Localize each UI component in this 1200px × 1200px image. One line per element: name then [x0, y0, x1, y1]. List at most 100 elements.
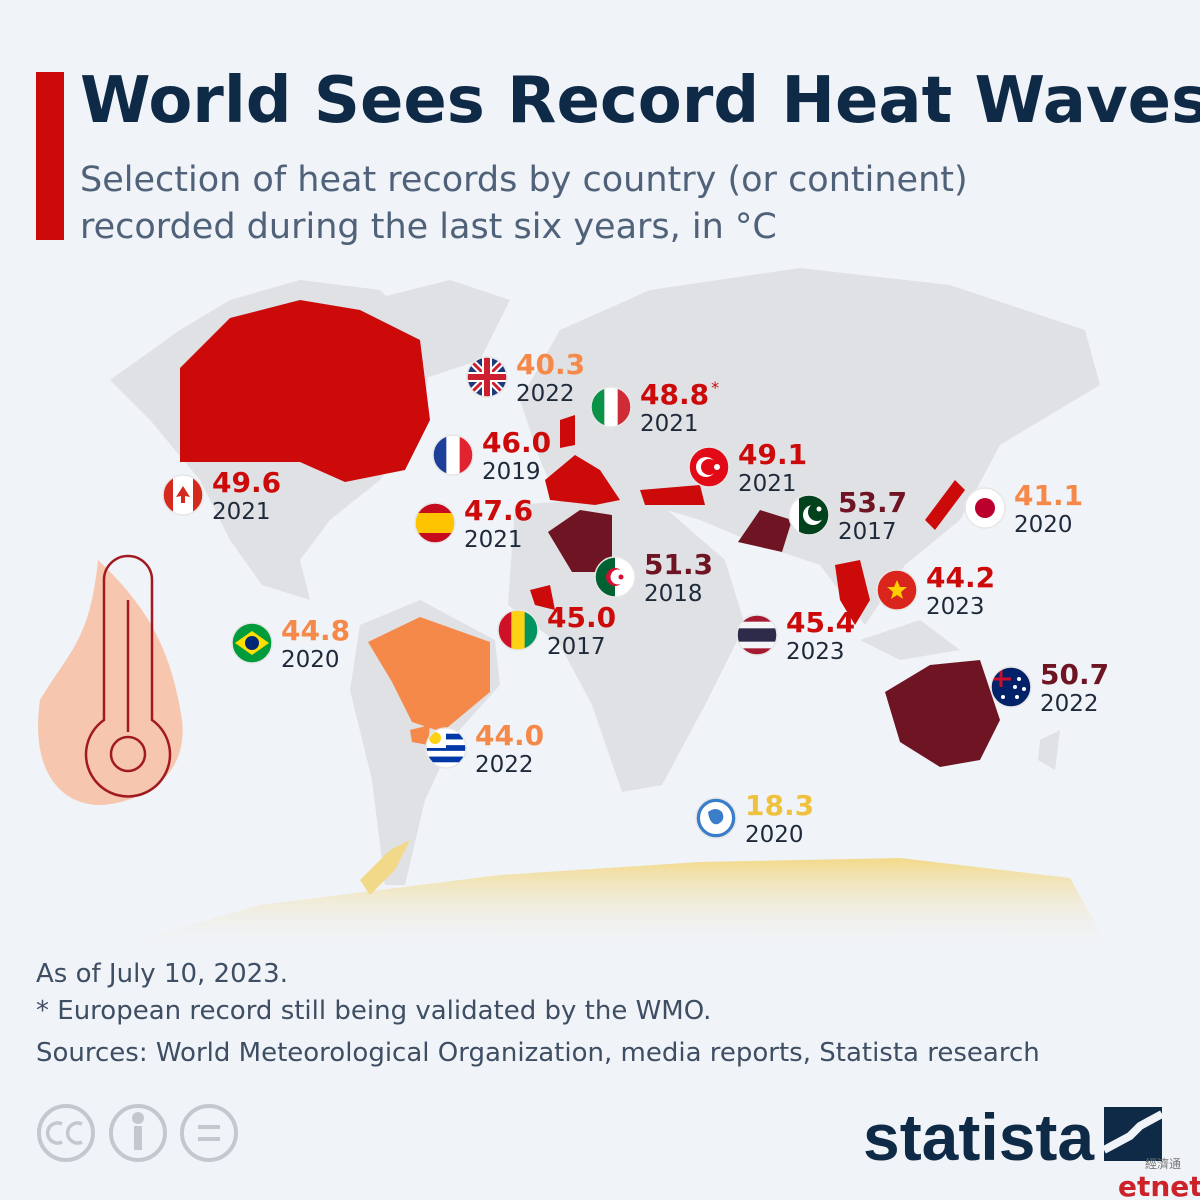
flag-ring [736, 614, 778, 656]
flag [415, 503, 455, 543]
flag-part [789, 495, 800, 535]
flag-part [426, 745, 466, 752]
subtitle: recorded during the last six years, in °… [80, 207, 777, 247]
watermark: etnet [1118, 1170, 1200, 1200]
flag-part [415, 533, 455, 543]
flag-part [991, 667, 1031, 707]
record-year: 2021 [640, 411, 699, 437]
flag-ring [414, 502, 456, 544]
brand: statista [863, 1100, 1095, 1174]
record-value: 48.8 [640, 378, 709, 411]
flag-ring [876, 569, 918, 611]
flag-part [415, 523, 455, 534]
flag-part [737, 628, 777, 636]
flag-part [737, 621, 777, 629]
flag-part [808, 503, 826, 521]
record-value: 47.6 [464, 494, 533, 527]
flag-part [446, 435, 461, 475]
flag-part [193, 475, 203, 515]
record-year: 2018 [644, 581, 703, 607]
flag-part [426, 762, 466, 768]
flag [689, 447, 729, 487]
record-year: 2022 [1040, 691, 1099, 717]
flag [789, 495, 829, 535]
record-value: 45.0 [547, 601, 616, 634]
flag-part [604, 387, 619, 427]
flag-ring [466, 356, 508, 398]
record-value: 18.3 [745, 789, 814, 822]
record-year: 2023 [786, 639, 845, 665]
flag-ring [497, 609, 539, 651]
flag-ring [425, 727, 467, 769]
record-value: 44.0 [475, 719, 544, 752]
record-value: 46.0 [482, 426, 551, 459]
thermometer-icon [38, 554, 183, 805]
flag-part [426, 750, 466, 758]
flag-part [1015, 695, 1019, 699]
flag-part [415, 503, 455, 514]
flag-part [887, 580, 907, 599]
record-year: 2017 [838, 519, 897, 545]
footnote: Sources: World Meteorological Organizati… [36, 1038, 1040, 1068]
flag-ring [231, 622, 273, 664]
record-value: 51.3 [644, 548, 713, 581]
flag-ring [594, 556, 636, 598]
flag-part [975, 498, 995, 518]
flag-part [737, 641, 777, 649]
brand-logo [1102, 1107, 1164, 1161]
flag-part [176, 486, 190, 503]
flag-ring [964, 487, 1006, 529]
subtitle: Selection of heat records by country (or… [80, 160, 968, 200]
flag-part [816, 506, 822, 512]
flag-part [415, 513, 455, 524]
record-value: 45.4 [786, 606, 855, 639]
footnote: * European record still being validated … [36, 996, 711, 1026]
flag-part [426, 756, 466, 763]
flag-part [701, 459, 717, 475]
record-year: 2021 [212, 499, 271, 525]
flag-ring [162, 474, 204, 516]
flag-part [163, 475, 174, 515]
record-year: 2022 [516, 381, 575, 407]
footnote: As of July 10, 2023. [36, 959, 288, 989]
record-value: 49.1 [738, 438, 807, 471]
record-year: 2019 [482, 459, 541, 485]
record-value: 44.8 [281, 614, 350, 647]
flag-part [708, 809, 724, 825]
flag-part [498, 610, 512, 650]
accent-bar [36, 72, 64, 240]
flag-part [610, 569, 626, 585]
flag-part [595, 557, 616, 597]
flag [232, 623, 272, 663]
flag-part [696, 798, 736, 838]
flag-part [737, 615, 777, 623]
flag-ring [590, 386, 632, 428]
record-year: 2020 [745, 822, 804, 848]
flag [737, 615, 777, 655]
flag-part [245, 636, 259, 650]
flag-ring [432, 434, 474, 476]
flag-part [429, 732, 441, 744]
flag [877, 570, 917, 610]
highlighted-regions [120, 300, 1110, 950]
flag [696, 798, 736, 838]
flag [467, 357, 507, 397]
flag-part [737, 635, 777, 643]
